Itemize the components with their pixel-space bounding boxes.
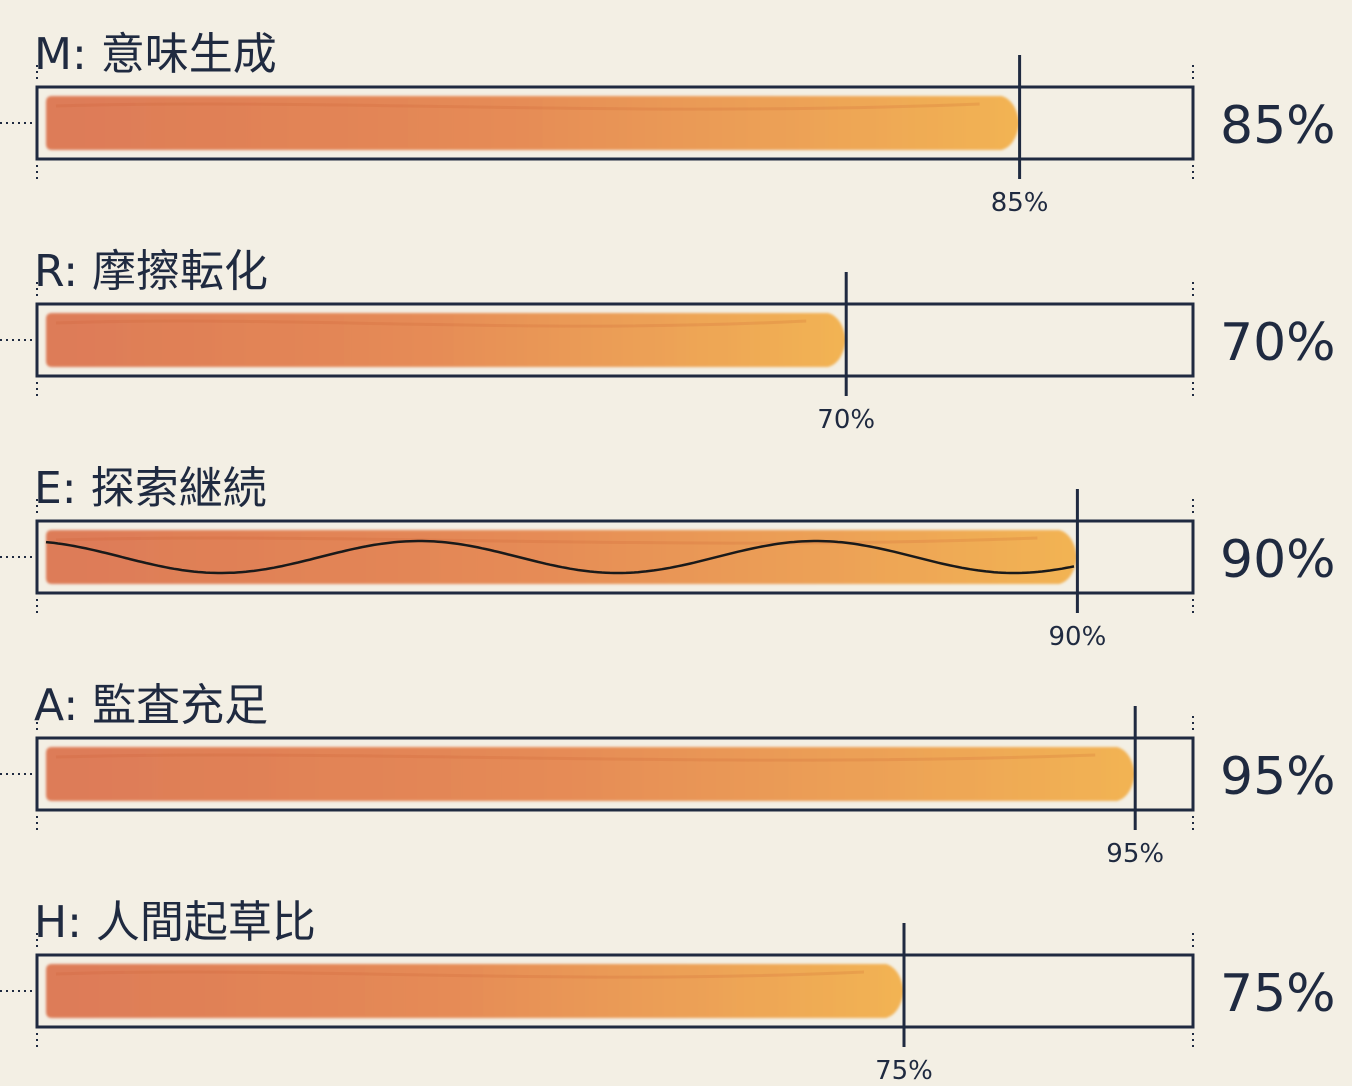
bar-frame	[35, 302, 1195, 378]
bar-frame	[35, 953, 1195, 1029]
bar-category-label: E: 探索継続	[34, 463, 267, 514]
bar-texture	[55, 753, 1096, 762]
value-marker-label: 95%	[1106, 839, 1164, 869]
bar-category-label: A: 監査充足	[34, 680, 268, 731]
bar-fill	[46, 747, 1136, 801]
bar-row: A: 監査充足 95% 95%	[0, 680, 1336, 869]
bar-row: R: 摩擦転化 70% 70%	[0, 246, 1336, 435]
bar-row: H: 人間起草比 75% 75%	[0, 897, 1336, 1086]
value-marker-label: 70%	[817, 405, 875, 435]
bar-fill	[46, 964, 904, 1018]
bar-category-label: M: 意味生成	[34, 29, 277, 80]
bar-texture	[55, 970, 865, 979]
bar-fill	[46, 96, 1020, 150]
bar-frame	[35, 736, 1195, 812]
bar-row: E: 探索継続 90% 90%	[0, 463, 1336, 652]
bar-texture	[55, 102, 980, 111]
value-marker-label: 75%	[875, 1056, 933, 1086]
bar-category-label: H: 人間起草比	[34, 897, 316, 948]
bar-texture	[55, 536, 1038, 545]
bar-value-label: 95%	[1220, 747, 1336, 807]
bar-frame	[35, 519, 1195, 595]
bar-fill	[46, 313, 847, 367]
bar-value-label: 85%	[1220, 96, 1336, 156]
bar-category-label: R: 摩擦転化	[34, 246, 268, 297]
value-marker-label: 85%	[991, 188, 1049, 218]
wave-overlay-line	[45, 539, 1075, 575]
bar-value-label: 75%	[1220, 964, 1336, 1024]
bar-frame	[35, 85, 1195, 161]
bar-value-label: 90%	[1220, 530, 1336, 590]
bar-texture	[55, 319, 807, 328]
bar-row: M: 意味生成 85% 85%	[0, 29, 1336, 218]
value-marker-label: 90%	[1049, 622, 1107, 652]
bar-fill	[46, 530, 1078, 584]
bar-value-label: 70%	[1220, 313, 1336, 373]
